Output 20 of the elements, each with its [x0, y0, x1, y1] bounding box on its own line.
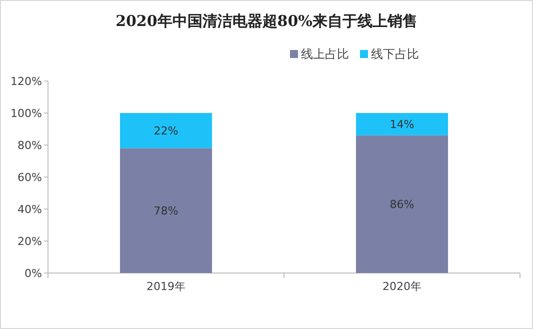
data-label: 22% — [154, 124, 178, 138]
bar — [120, 113, 212, 148]
legend-label: 线上占比 — [301, 47, 349, 61]
x-tick-label: 2019年 — [146, 280, 186, 293]
data-label: 14% — [390, 118, 414, 132]
bar — [120, 148, 212, 273]
chart-title: 2020年中国清洁电器超80%来自于线上销售 — [116, 12, 418, 30]
y-tick-label: 0% — [24, 267, 42, 280]
bar — [356, 135, 448, 273]
y-tick-label: 20% — [18, 235, 42, 248]
bar — [356, 113, 448, 136]
y-tick-label: 60% — [18, 171, 42, 184]
y-tick-label: 120% — [10, 75, 42, 88]
x-tick-label: 2020年 — [382, 280, 422, 293]
y-tick-label: 80% — [18, 139, 42, 152]
data-label: 86% — [390, 198, 414, 212]
y-tick-label: 40% — [18, 203, 42, 216]
data-label: 78% — [154, 204, 178, 218]
legend-label: 线下占比 — [371, 47, 419, 61]
y-tick-label: 100% — [10, 107, 42, 120]
